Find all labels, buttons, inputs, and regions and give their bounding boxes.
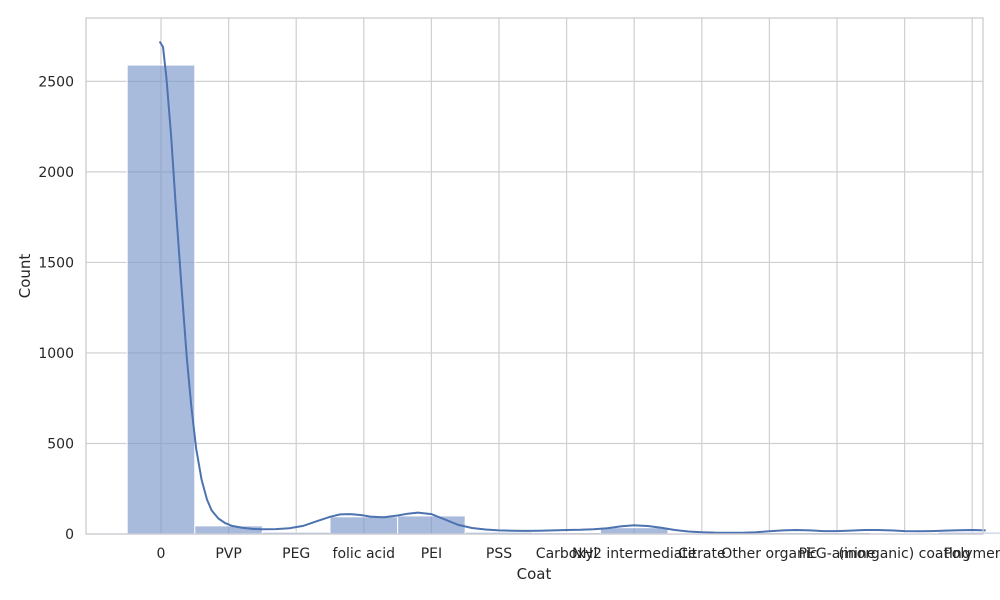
x-tick-label: PEG-amine [799,546,876,562]
x-tick-label: PVP [215,546,241,562]
histogram-bar [126,64,196,535]
y-tick-label: 1000 [38,346,74,362]
histogram-bars [126,64,1000,535]
x-tick-label: Citrate [678,546,726,562]
vertical-gridlines [160,18,973,534]
x-tick-label: PSS [486,546,512,562]
horizontal-gridlines [86,80,983,535]
x-tick-label: (inorganic) coating [839,546,971,562]
x-tick-label: Other organic [721,546,817,562]
x-tick-label: folic acid [333,546,395,562]
kde-density-line [158,40,986,534]
x-tick-label: Polymer [944,546,1000,562]
x-tick-label: 0 [157,546,166,562]
y-tick-label: 2500 [38,74,74,90]
histogram-bar [397,515,466,535]
x-tick-label: PEI [421,546,442,562]
y-tick-label: 1500 [38,255,74,271]
x-axis-label: Coat [517,565,552,583]
x-tick-label: Carboxyl [536,546,598,562]
plot-frame [85,17,984,535]
y-tick-label: 500 [47,436,74,452]
histogram-bar [194,525,263,535]
x-tick-label: PEG [282,546,310,562]
x-tick-label: NH2 intermediate [572,546,696,562]
y-tick-label: 0 [65,527,74,543]
histogram-bar [329,516,399,535]
y-axis-ticks: 0 500 1000 1500 2000 2500 [38,74,74,543]
y-axis-label: Count [16,254,34,299]
y-tick-label: 2000 [38,165,74,181]
